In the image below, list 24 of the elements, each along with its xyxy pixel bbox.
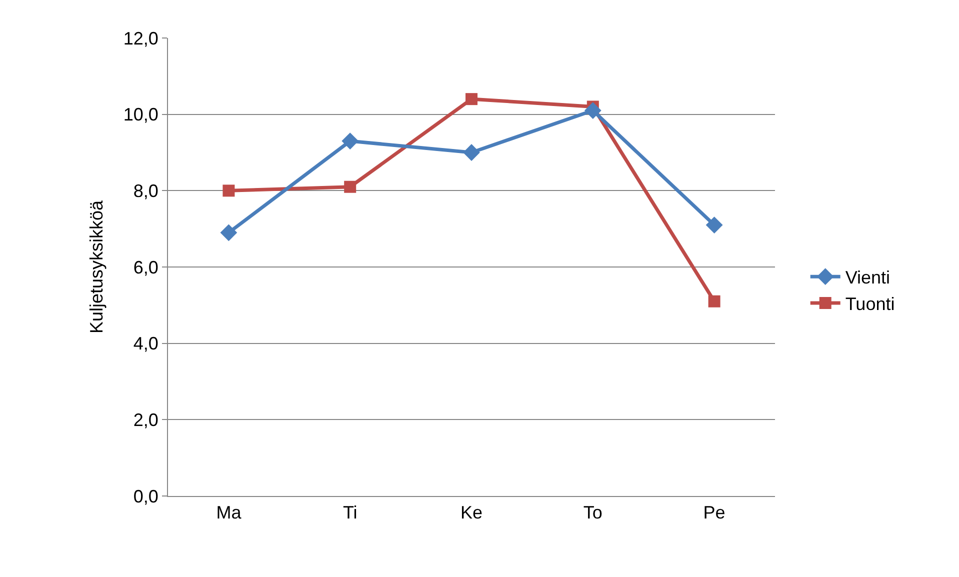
y-tick-label: 10,0: [123, 104, 158, 125]
y-tick-label: 2,0: [133, 410, 158, 430]
point: [220, 224, 238, 242]
x-tick-label: Ke: [460, 502, 483, 523]
point: [584, 102, 602, 119]
x-tick-label: To: [583, 502, 602, 523]
point: [463, 144, 480, 161]
y-tick-label: 8,0: [133, 180, 158, 201]
point: [708, 295, 720, 308]
y-axis-title: Kuljetusyksikköä: [86, 199, 107, 334]
x-tick-label: Pe: [703, 502, 726, 523]
point: [222, 184, 235, 197]
point: [344, 180, 356, 193]
point: [342, 132, 359, 150]
y-tick-label: 0,0: [133, 486, 158, 506]
legend-label: Vienti: [845, 268, 890, 288]
x-tick-label: Ma: [216, 502, 242, 523]
point: [706, 216, 723, 234]
y-tick-label: 4,0: [133, 334, 158, 354]
point: [466, 93, 478, 106]
x-tick-label: Ti: [342, 502, 358, 523]
legend-label: Tuonti: [845, 294, 895, 314]
y-tick-label: 12,0: [123, 28, 158, 48]
y-tick-label: 6,0: [133, 257, 158, 278]
